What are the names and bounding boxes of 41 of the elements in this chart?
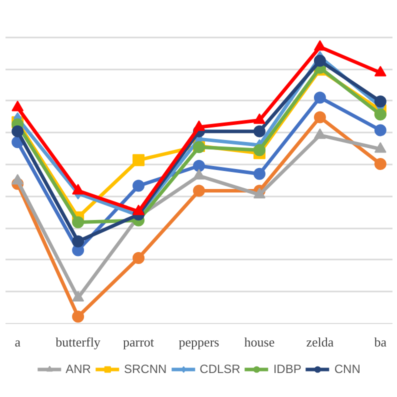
point	[132, 180, 145, 192]
x-tick-label: peppers	[178, 334, 220, 350]
x-tick-label: house	[244, 334, 275, 350]
point	[12, 125, 24, 138]
legend-label: ANR	[66, 362, 91, 376]
x-tick-label: parrot	[123, 334, 154, 350]
point	[374, 142, 386, 153]
point	[374, 108, 386, 120]
point	[314, 54, 326, 67]
point	[132, 204, 145, 216]
point	[193, 184, 205, 197]
x-tick-label: butterfly	[56, 334, 101, 350]
point	[132, 154, 145, 166]
point	[374, 158, 386, 170]
point	[314, 40, 326, 51]
point	[374, 124, 386, 136]
point	[253, 125, 266, 138]
x-tick-label: ba	[374, 334, 387, 350]
point	[314, 128, 326, 139]
point	[193, 160, 205, 172]
point	[132, 252, 145, 264]
legend-label: CNN	[334, 362, 360, 376]
point	[72, 235, 84, 248]
point	[374, 95, 386, 108]
point	[72, 216, 84, 228]
point	[12, 100, 24, 112]
point	[314, 111, 326, 124]
legend-label: SRCNN	[124, 362, 167, 376]
point	[72, 310, 84, 323]
point	[253, 144, 266, 156]
point	[193, 120, 205, 131]
x-tick-label: a	[14, 334, 21, 350]
legend-label: CDLSR	[200, 362, 240, 376]
point	[193, 168, 205, 180]
point	[253, 113, 266, 124]
point	[314, 92, 326, 104]
x-tick-label: zelda	[306, 334, 334, 350]
point	[253, 188, 266, 198]
point	[374, 66, 386, 76]
point	[253, 168, 266, 180]
legend-label: IDBP	[273, 362, 302, 376]
